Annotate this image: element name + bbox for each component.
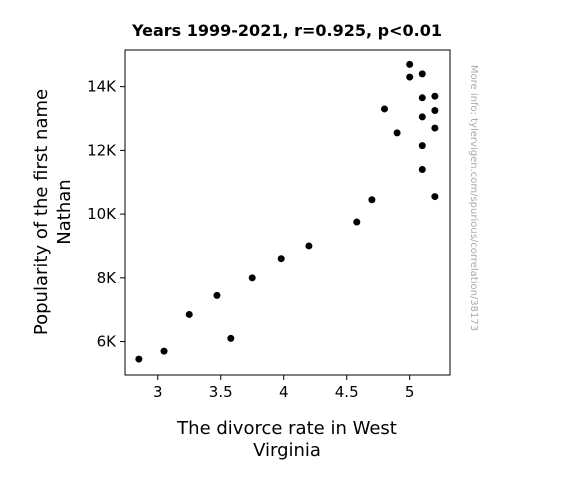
y-tick-label: 8K (97, 269, 118, 287)
scatter-point (431, 107, 439, 115)
y-tick-label: 14K (87, 78, 117, 96)
scatter-point (431, 124, 439, 132)
scatter-point (277, 255, 285, 263)
scatter-point (406, 73, 414, 81)
x-tick-label: 3 (153, 383, 163, 401)
scatter-point (380, 105, 388, 113)
scatter-point (213, 291, 221, 299)
x-axis: 3 3.5 4 4.5 5 (153, 375, 414, 401)
y-axis-label: Popularity of the first name (31, 89, 52, 335)
scatter-point (368, 196, 376, 204)
source-note: More info: tylervigen.com/spurious/corre… (468, 65, 479, 331)
scatter-point (393, 129, 401, 137)
plot-area (124, 49, 451, 376)
x-tick-label: 5 (405, 383, 415, 401)
x-tick-label: 4 (279, 383, 289, 401)
x-tick-label: 3.5 (209, 383, 233, 401)
y-tick-label: 10K (87, 205, 117, 223)
chart-title: Years 1999-2021, r=0.925, p<0.01 (131, 21, 442, 40)
scatter-point (305, 242, 313, 250)
y-axis-label-line-2: Nathan (54, 179, 75, 244)
scatter-point (418, 165, 426, 173)
x-axis-label-line-2: Virginia (253, 440, 321, 461)
scatter-point (431, 92, 439, 100)
scatter-point (160, 347, 168, 355)
x-tick-label: 4.5 (335, 383, 359, 401)
scatter-point (353, 218, 361, 226)
scatter-point (418, 113, 426, 121)
scatter-point (418, 70, 426, 78)
scatter-point (185, 310, 193, 318)
y-axis: 6K 8K 10K 12K 14K (87, 78, 125, 351)
y-tick-label: 12K (87, 141, 117, 159)
scatter-point (248, 274, 256, 282)
scatter-point (431, 193, 439, 201)
y-tick-label: 6K (97, 333, 118, 351)
scatter-point (135, 355, 143, 363)
scatter-point (418, 142, 426, 150)
scatter-point (406, 60, 414, 68)
x-axis-label: The divorce rate in West (176, 418, 397, 439)
scatter-point (418, 94, 426, 102)
scatter-point (227, 334, 235, 342)
data-points (135, 60, 439, 363)
